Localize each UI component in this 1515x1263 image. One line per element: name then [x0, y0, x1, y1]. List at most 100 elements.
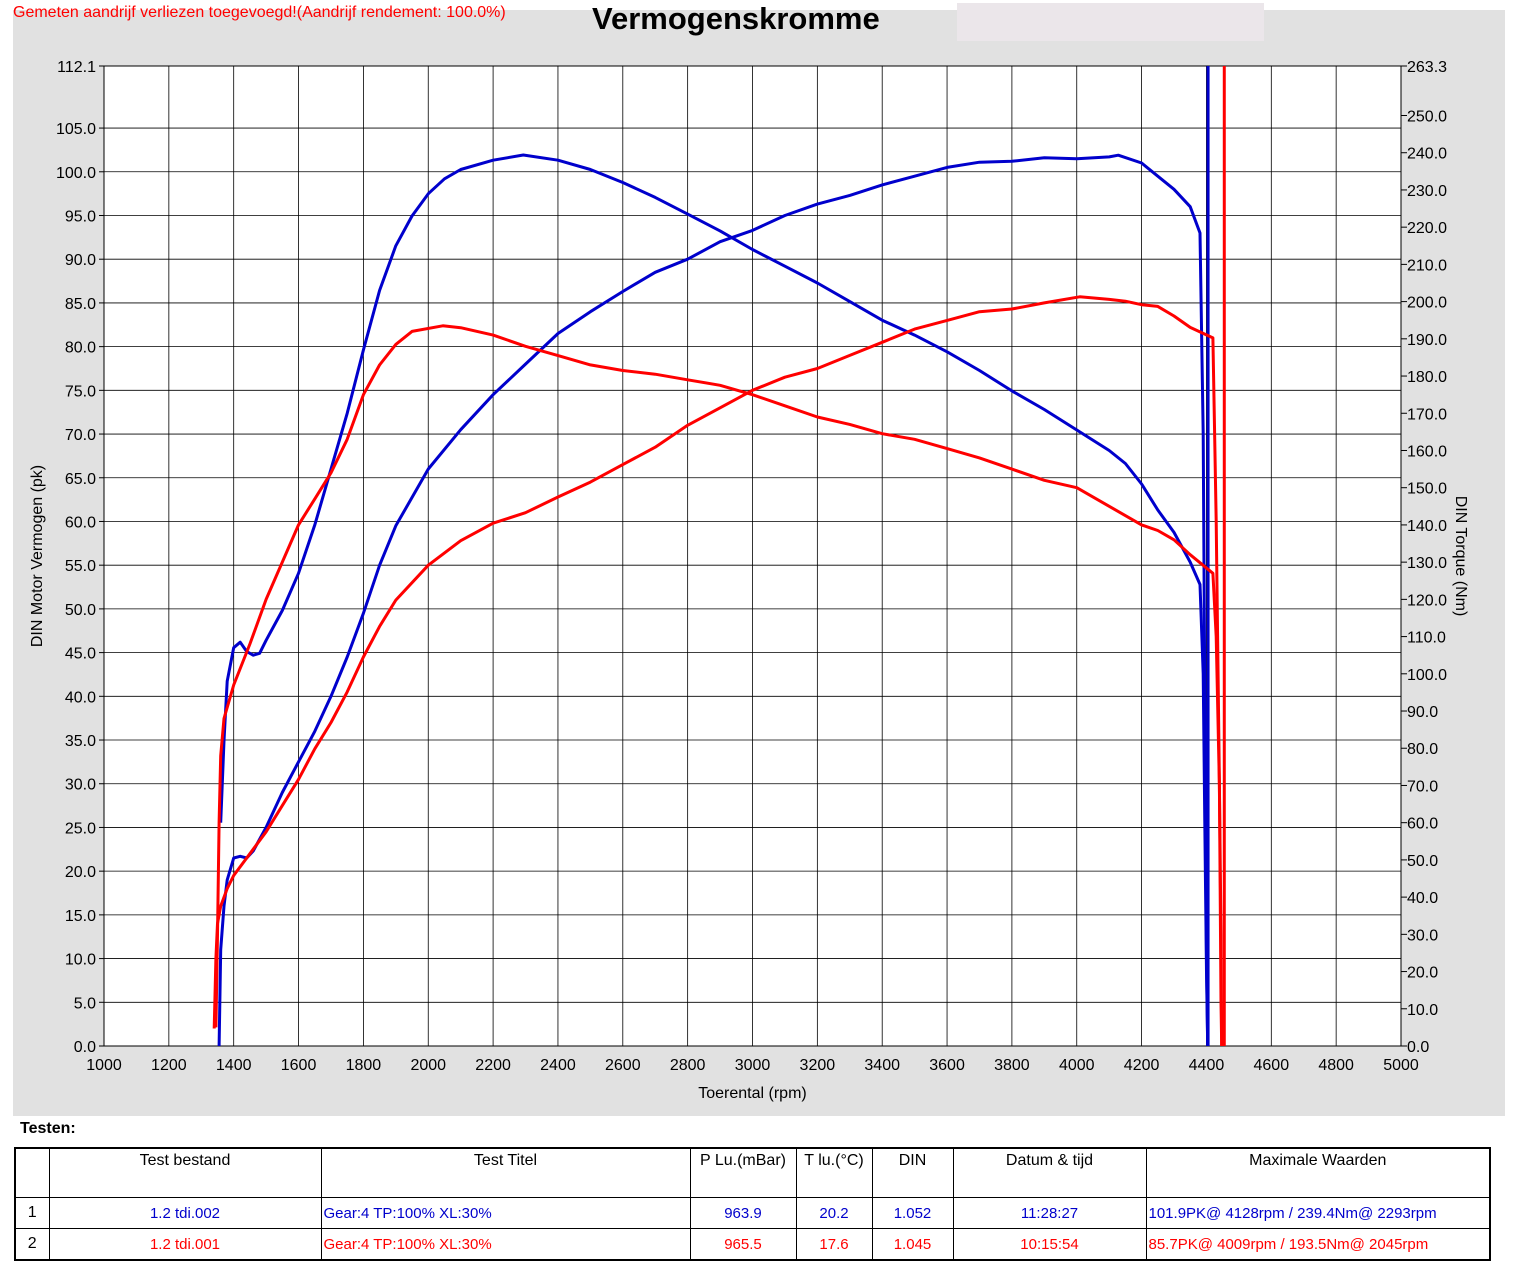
y-tick-label: 65.0	[65, 471, 96, 488]
x-tick-label: 2800	[670, 1057, 706, 1074]
test-title: Gear:4 TP:100% XL:30%	[320, 1197, 691, 1229]
y-tick-label: 40.0	[65, 689, 96, 706]
y2-tick-label: 0.0	[1407, 1039, 1429, 1056]
din-factor: 1.045	[871, 1228, 954, 1261]
col-header-pressure: P Lu.(mBar)	[689, 1147, 797, 1198]
y-tick-label: 55.0	[65, 558, 96, 575]
y2-tick-label: 250.0	[1407, 109, 1447, 126]
test-file: 1.2 tdi.002	[48, 1197, 322, 1229]
y2-tick-label: 160.0	[1407, 443, 1447, 460]
x-tick-label: 4000	[1059, 1057, 1095, 1074]
y-tick-label: 50.0	[65, 602, 96, 619]
x-tick-label: 3400	[864, 1057, 900, 1074]
y2-tick-label: 170.0	[1407, 406, 1447, 423]
y-axis-label: DIN Motor Vermogen (pk)	[29, 465, 46, 647]
power-curve	[217, 153, 1210, 1047]
y2-tick-label: 80.0	[1407, 741, 1438, 758]
torque-curve	[219, 153, 1210, 1047]
y-tick-label: 15.0	[65, 908, 96, 925]
max-values: 101.9PK@ 4128rpm / 239.4Nm@ 2293rpm	[1145, 1197, 1491, 1229]
col-header-index	[14, 1147, 50, 1198]
x-tick-label: 2200	[475, 1057, 511, 1074]
y2-tick-label: 60.0	[1407, 816, 1438, 833]
x-tick-label: 1400	[216, 1057, 252, 1074]
x-tick-label: 4400	[1189, 1057, 1225, 1074]
col-header-temperature: T lu.(°C)	[795, 1147, 873, 1198]
y-tick-label: 80.0	[65, 340, 96, 357]
tests-label: Testen:	[20, 1120, 76, 1137]
power-torque-chart: 1000 1200 1400 1600 1800 2000 2200 2400 2600 2800…	[29, 59, 1469, 1102]
y-tick-label: 60.0	[65, 514, 96, 531]
x-tick-label: 1200	[151, 1057, 187, 1074]
test-time: 11:28:27	[952, 1197, 1147, 1229]
y2-tick-label: 263.3	[1407, 59, 1447, 76]
y2-tick-label: 90.0	[1407, 704, 1438, 721]
y-tick-label: 35.0	[65, 733, 96, 750]
col-header-din: DIN	[871, 1147, 954, 1198]
torque-curve	[214, 324, 1224, 1047]
y2-tick-label: 10.0	[1407, 1002, 1438, 1019]
y-tick-label: 112.1	[57, 59, 96, 76]
y-tick-label: 20.0	[65, 864, 96, 881]
x-tick-label: 5000	[1383, 1057, 1419, 1074]
test-file: 1.2 tdi.001	[48, 1228, 322, 1261]
row-number: 1	[14, 1197, 50, 1229]
drive-loss-warning: Gemeten aandrijf verliezen toegevoegd!(A…	[13, 4, 506, 21]
y-tick-label: 5.0	[74, 995, 96, 1012]
y2-tick-label: 30.0	[1407, 927, 1438, 944]
air-temperature: 17.6	[795, 1228, 873, 1261]
y2-tick-label: 40.0	[1407, 890, 1438, 907]
tests-header-row: Test bestand Test Titel P Lu.(mBar) T lu…	[14, 1147, 1491, 1198]
plot-border	[103, 65, 1402, 1047]
y-tick-label: 0.0	[74, 1039, 96, 1056]
y-tick-label: 10.0	[65, 952, 96, 969]
x-tick-label: 3000	[735, 1057, 771, 1074]
tests-table: Test bestand Test Titel P Lu.(mBar) T lu…	[14, 1147, 1491, 1261]
col-header-datetime: Datum & tijd	[952, 1147, 1147, 1198]
y-tick-label: 95.0	[65, 208, 96, 225]
x-tick-label: 3600	[929, 1057, 965, 1074]
y-tick-label: 100.0	[56, 165, 96, 182]
y2-tick-label: 130.0	[1407, 555, 1447, 572]
table-row[interactable]: 2 1.2 tdi.001 Gear:4 TP:100% XL:30% 965.…	[14, 1228, 1491, 1261]
air-pressure: 965.5	[689, 1228, 797, 1261]
y-tick-label: 85.0	[65, 296, 96, 313]
col-header-title: Test Titel	[320, 1147, 691, 1198]
test-title: Gear:4 TP:100% XL:30%	[320, 1228, 691, 1261]
y2-tick-label: 50.0	[1407, 853, 1438, 870]
col-header-max: Maximale Waarden	[1145, 1147, 1491, 1198]
chart-panel: 1000 1200 1400 1600 1800 2000 2200 2400 2600 2800…	[13, 10, 1505, 1116]
y2-tick-label: 240.0	[1407, 146, 1447, 163]
y2-tick-label: 230.0	[1407, 183, 1447, 200]
y-tick-label: 25.0	[65, 820, 96, 837]
y2-tick-label: 70.0	[1407, 778, 1438, 795]
din-factor: 1.052	[871, 1197, 954, 1229]
air-temperature: 20.2	[795, 1197, 873, 1229]
x-tick-label: 4600	[1254, 1057, 1290, 1074]
x-tick-label: 1000	[86, 1057, 122, 1074]
y-tick-label: 90.0	[65, 252, 96, 269]
y2-tick-label: 150.0	[1407, 481, 1447, 498]
table-row[interactable]: 1 1.2 tdi.002 Gear:4 TP:100% XL:30% 963.…	[14, 1197, 1491, 1229]
chart-title: Vermogenskromme	[592, 1, 880, 36]
y2-tick-label: 110.0	[1407, 630, 1446, 647]
y2-tick-label: 220.0	[1407, 220, 1447, 237]
x-tick-label: 2400	[540, 1057, 576, 1074]
y2-tick-label: 100.0	[1407, 667, 1447, 684]
col-header-file: Test bestand	[48, 1147, 322, 1198]
y2-tick-label: 210.0	[1407, 257, 1447, 274]
y2-tick-label: 120.0	[1407, 592, 1447, 609]
max-values: 85.7PK@ 4009rpm / 193.5Nm@ 2045rpm	[1145, 1228, 1491, 1261]
x-tick-label: 4800	[1318, 1057, 1354, 1074]
power-curve	[212, 295, 1224, 1047]
title-placeholder-box	[957, 3, 1264, 41]
y2-tick-label: 200.0	[1407, 295, 1447, 312]
y-tick-label: 45.0	[65, 646, 96, 663]
x-axis-label: Toerental (rpm)	[698, 1085, 806, 1102]
air-pressure: 963.9	[689, 1197, 797, 1229]
x-tick-label: 2600	[605, 1057, 641, 1074]
x-tick-label: 3800	[994, 1057, 1030, 1074]
x-tick-label: 4200	[1124, 1057, 1160, 1074]
y2-tick-label: 190.0	[1407, 332, 1447, 349]
y2-tick-label: 180.0	[1407, 369, 1447, 386]
